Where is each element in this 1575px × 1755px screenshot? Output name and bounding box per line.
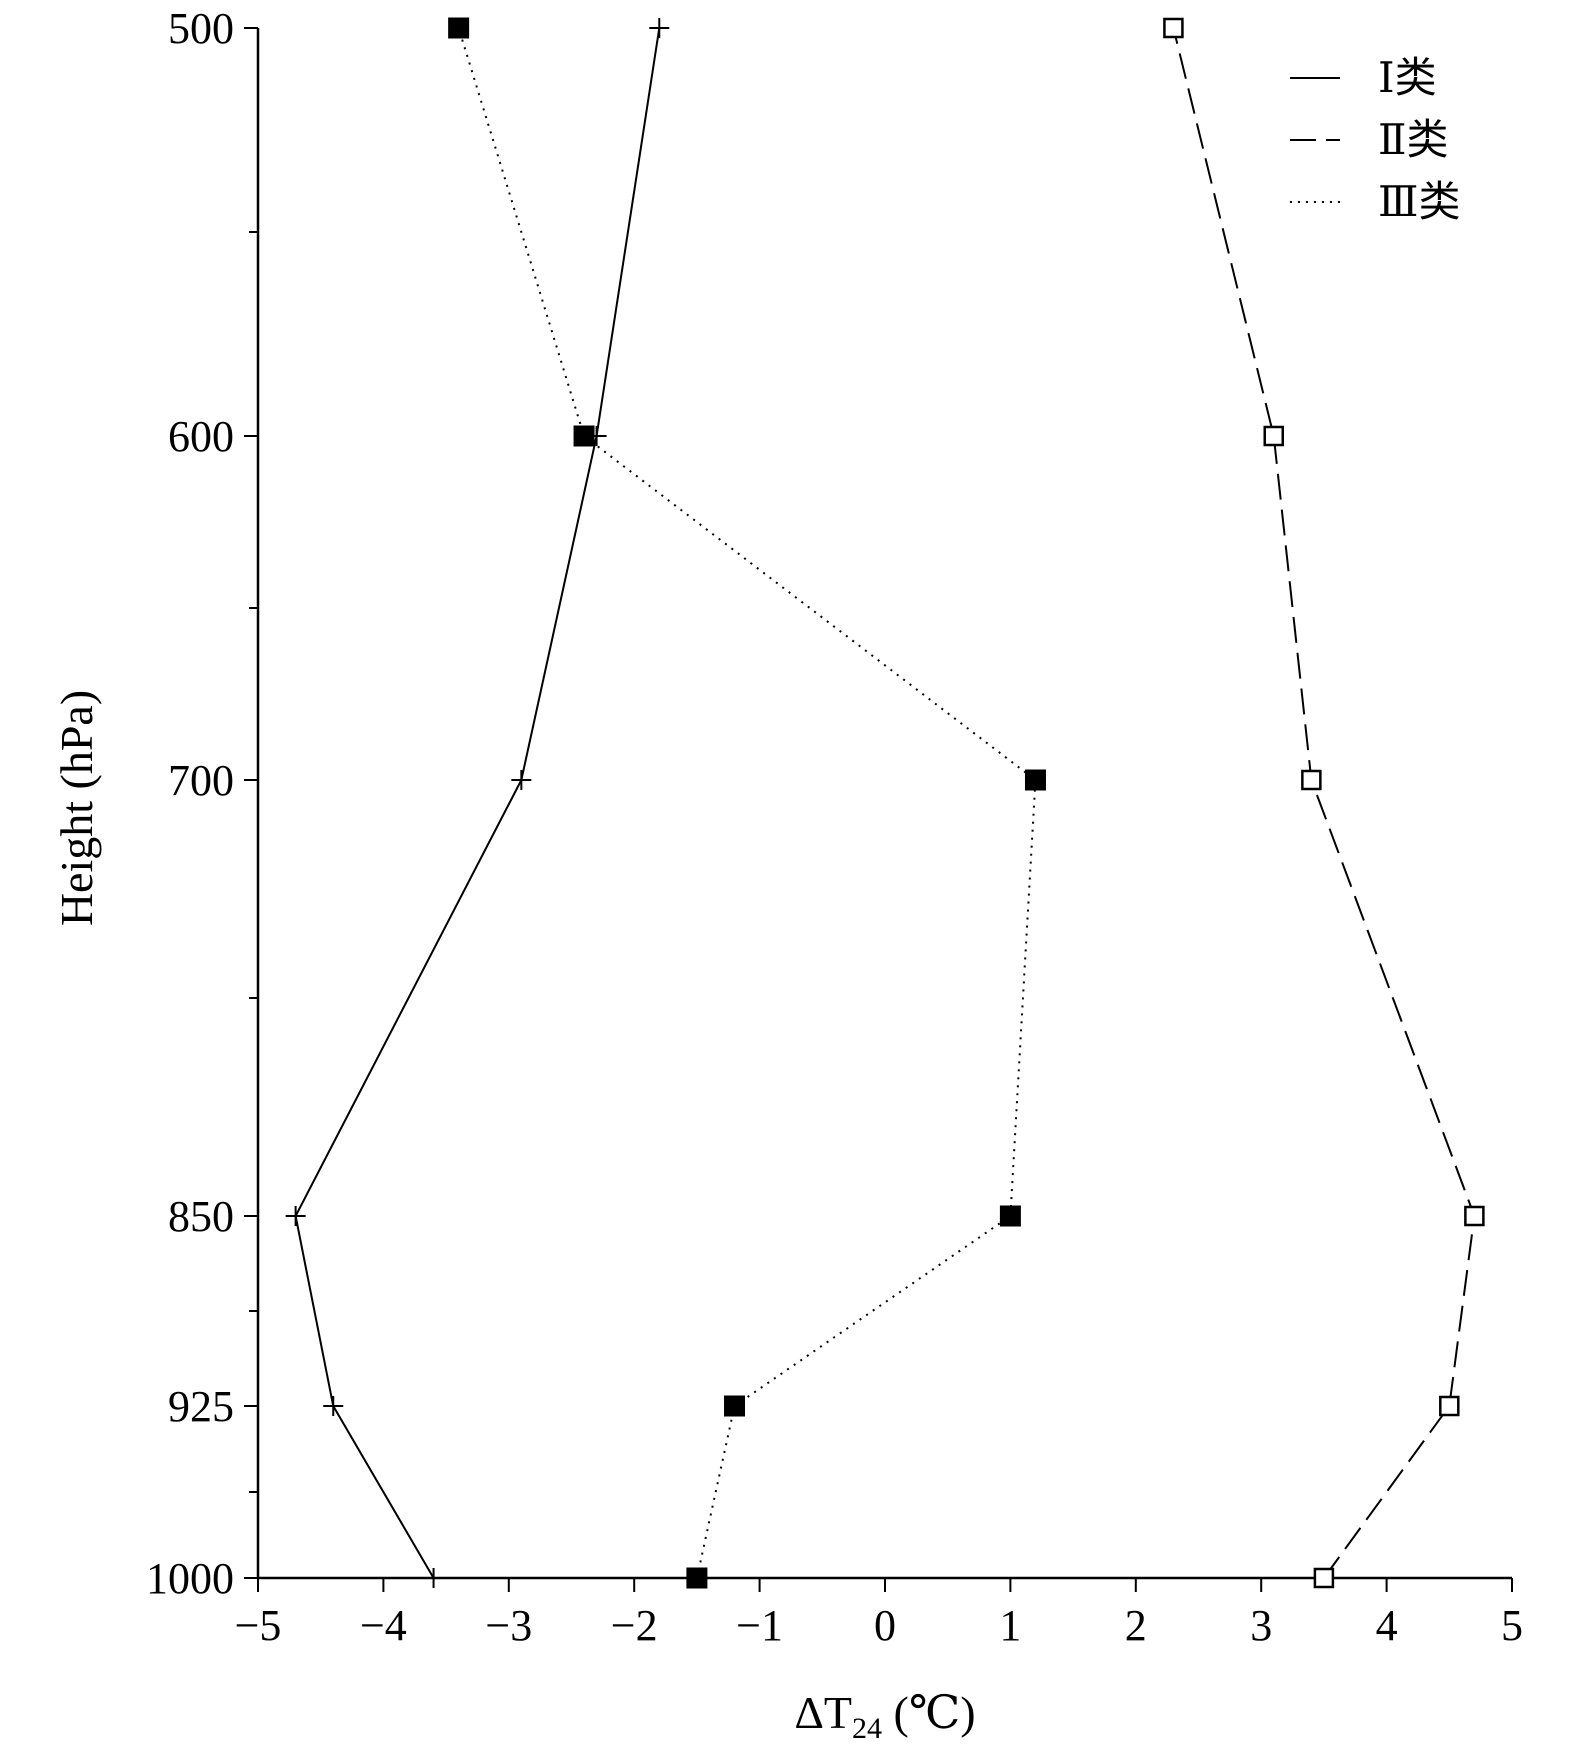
- open-square-marker: [1464, 1205, 1485, 1227]
- plus-marker: [323, 1396, 344, 1416]
- x-tick-label: 5: [1501, 1601, 1523, 1650]
- series-layer: [285, 17, 1485, 1589]
- x-axis-title-main: ΔT: [794, 1687, 852, 1738]
- filled-square-marker: [448, 17, 470, 39]
- x-tick-label: 3: [1250, 1601, 1272, 1650]
- series-1: [285, 18, 670, 1588]
- open-square-marker: [1301, 769, 1322, 791]
- plus-marker: [423, 1568, 444, 1588]
- legend-label: Ⅲ类: [1378, 180, 1461, 226]
- filled-square-marker: [999, 1205, 1021, 1227]
- y-axis-title: Height (hPa): [51, 690, 102, 926]
- legend: Ⅰ类 Ⅱ类 Ⅲ类: [1290, 56, 1461, 226]
- y-tick-label: 700: [168, 756, 234, 805]
- x-axis-title-unit: (℃): [882, 1687, 976, 1738]
- plus-marker: [285, 1206, 306, 1226]
- legend-label: Ⅱ类: [1378, 118, 1449, 164]
- plus-marker: [649, 18, 670, 38]
- plus-marker: [511, 770, 532, 790]
- y-tick-label: 850: [168, 1192, 234, 1241]
- series-line: [294, 27, 661, 1579]
- series-2: [1163, 17, 1485, 1589]
- x-tick-label: −5: [235, 1601, 282, 1650]
- filled-square-marker: [724, 1395, 746, 1417]
- x-tick-label: 4: [1376, 1601, 1398, 1650]
- y-tick-label: 1000: [146, 1554, 234, 1603]
- y-tick-label: 925: [168, 1382, 234, 1431]
- open-square-marker: [1263, 425, 1284, 447]
- axes: −5 −4 −3 −2 −1 0 1 2 3 4 5 500 600 700 850 925 1000: [146, 4, 1523, 1650]
- x-tick-label: −2: [611, 1601, 658, 1650]
- legend-label: Ⅰ类: [1378, 56, 1437, 102]
- x-tick-label: −1: [736, 1601, 783, 1650]
- x-axis-title: ΔT24 (℃): [794, 1687, 975, 1745]
- series-line: [457, 27, 1037, 1579]
- x-tick-label: 0: [874, 1601, 896, 1650]
- y-tick-label: 600: [168, 412, 234, 461]
- series-3: [448, 17, 1046, 1589]
- filled-square-marker: [1024, 769, 1046, 791]
- x-tick-label: 1: [999, 1601, 1021, 1650]
- open-square-marker: [1163, 17, 1184, 39]
- series-line: [1172, 27, 1476, 1579]
- filled-square-marker: [573, 425, 595, 447]
- open-square-marker: [1313, 1567, 1335, 1589]
- x-tick-label: −4: [360, 1601, 407, 1650]
- open-square-marker: [1439, 1395, 1460, 1417]
- filled-square-marker: [686, 1567, 708, 1589]
- x-tick-label: 2: [1125, 1601, 1147, 1650]
- x-tick-label: −3: [485, 1601, 532, 1650]
- x-axis-title-subscript: 24: [852, 1712, 882, 1745]
- y-tick-label: 500: [168, 4, 234, 53]
